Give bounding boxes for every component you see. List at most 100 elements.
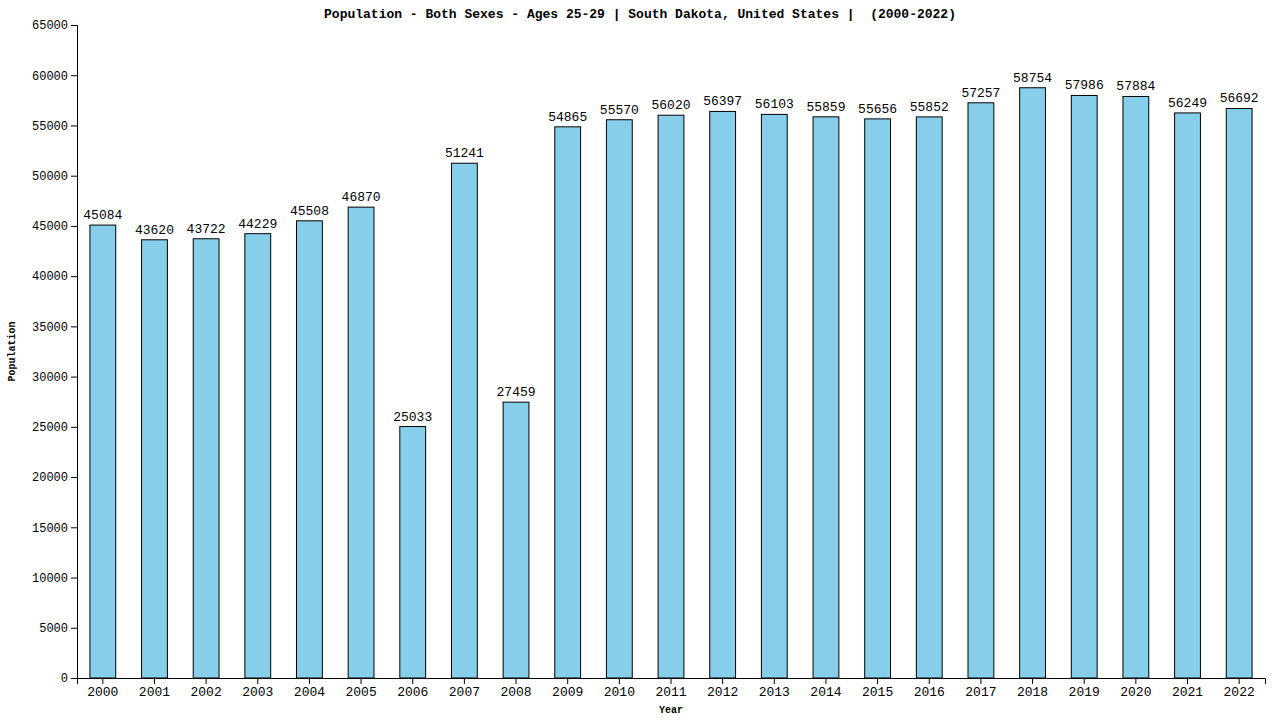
y-tick-mark bbox=[71, 377, 77, 378]
x-tick-label: 2002 bbox=[191, 685, 222, 700]
x-tick-label: 2009 bbox=[552, 685, 583, 700]
data-label: 57884 bbox=[1116, 79, 1155, 94]
bar bbox=[606, 120, 632, 678]
data-label: 43620 bbox=[135, 223, 174, 238]
data-label: 58754 bbox=[1013, 71, 1052, 86]
x-tick: 2022 bbox=[1224, 678, 1255, 700]
y-tick-label: 40000 bbox=[32, 270, 68, 284]
x-tick-label: 2000 bbox=[87, 685, 118, 700]
x-tick: 2002 bbox=[191, 678, 222, 700]
x-tick: 2014 bbox=[810, 678, 841, 700]
x-tick-mark bbox=[877, 678, 878, 684]
data-label: 45084 bbox=[83, 208, 122, 223]
x-tick-label: 2004 bbox=[294, 685, 325, 700]
y-tick: 0 bbox=[61, 672, 77, 686]
x-tick-mark bbox=[1084, 678, 1085, 684]
bar bbox=[503, 402, 529, 678]
x-tick: 2016 bbox=[914, 678, 945, 700]
x-tick-label: 2001 bbox=[139, 685, 170, 700]
y-tick-label: 15000 bbox=[32, 522, 68, 536]
y-tick-mark bbox=[71, 628, 77, 629]
bars bbox=[90, 88, 1252, 678]
x-tick: 2006 bbox=[397, 678, 428, 700]
x-tick-label: 2010 bbox=[604, 685, 635, 700]
x-tick-mark bbox=[206, 678, 207, 684]
x-tick-label: 2007 bbox=[449, 685, 480, 700]
x-axis-title: Year bbox=[659, 705, 683, 716]
x-tick-mark bbox=[464, 678, 465, 684]
x-tick: 2005 bbox=[345, 678, 376, 700]
bar bbox=[297, 221, 323, 678]
y-tick-label: 65000 bbox=[32, 19, 68, 33]
x-tick-label: 2022 bbox=[1224, 685, 1255, 700]
data-label: 55852 bbox=[910, 100, 949, 115]
x-tick-label: 2019 bbox=[1069, 685, 1100, 700]
bar bbox=[968, 103, 994, 678]
data-label: 56249 bbox=[1168, 96, 1207, 111]
x-tick: 2013 bbox=[759, 678, 790, 700]
x-tick-mark bbox=[722, 678, 723, 684]
y-tick: 40000 bbox=[32, 270, 77, 284]
y-tick-mark bbox=[71, 678, 77, 679]
x-tick-mark bbox=[825, 678, 826, 684]
bar bbox=[400, 427, 426, 678]
bar bbox=[1071, 95, 1097, 678]
data-label: 56692 bbox=[1220, 91, 1259, 106]
x-tick: 2011 bbox=[655, 678, 686, 700]
x-tick-label: 2011 bbox=[655, 685, 686, 700]
y-tick-mark bbox=[71, 25, 77, 26]
x-tick-label: 2017 bbox=[965, 685, 996, 700]
x-tick: 2018 bbox=[1017, 678, 1048, 700]
y-axis: 0500010000150002000025000300003500040000… bbox=[32, 19, 78, 686]
y-tick-label: 60000 bbox=[32, 70, 68, 84]
data-label: 51241 bbox=[445, 146, 484, 161]
bar bbox=[1226, 108, 1252, 678]
y-tick: 55000 bbox=[32, 120, 77, 134]
y-axis-line bbox=[71, 26, 78, 679]
data-label: 57257 bbox=[961, 86, 1000, 101]
x-tick-label: 2014 bbox=[810, 685, 841, 700]
x-tick: 2003 bbox=[242, 678, 273, 700]
bar bbox=[555, 127, 581, 678]
bar bbox=[916, 117, 942, 678]
x-tick-label: 2020 bbox=[1120, 685, 1151, 700]
data-label: 56397 bbox=[703, 94, 742, 109]
x-tick: 2012 bbox=[707, 678, 738, 700]
data-label: 55656 bbox=[858, 102, 897, 117]
y-tick-label: 20000 bbox=[32, 471, 68, 485]
data-label: 43722 bbox=[187, 222, 226, 237]
data-label: 25033 bbox=[393, 410, 432, 425]
chart: 4508443620437224422945508468702503351241… bbox=[0, 0, 1280, 720]
bar bbox=[451, 163, 477, 678]
data-label: 27459 bbox=[497, 385, 536, 400]
x-tick-mark bbox=[1187, 678, 1188, 684]
x-tick: 2021 bbox=[1172, 678, 1203, 700]
bar bbox=[348, 207, 374, 678]
data-label: 56103 bbox=[755, 97, 794, 112]
y-tick-mark bbox=[71, 427, 77, 428]
x-tick: 2000 bbox=[87, 678, 118, 700]
bar bbox=[245, 234, 271, 678]
x-tick-mark bbox=[1239, 678, 1240, 684]
x-tick-label: 2021 bbox=[1172, 685, 1203, 700]
y-tick: 20000 bbox=[32, 471, 77, 485]
x-tick-label: 2006 bbox=[397, 685, 428, 700]
x-tick-mark bbox=[309, 678, 310, 684]
y-tick-label: 55000 bbox=[32, 120, 68, 134]
y-tick-label: 35000 bbox=[32, 321, 68, 335]
bar bbox=[1020, 88, 1046, 678]
y-axis-title: Population bbox=[7, 321, 18, 381]
y-tick-mark bbox=[71, 326, 77, 327]
x-tick-label: 2003 bbox=[242, 685, 273, 700]
x-tick-mark bbox=[154, 678, 155, 684]
y-tick: 60000 bbox=[32, 70, 77, 84]
x-tick-mark bbox=[671, 678, 672, 684]
x-tick: 2004 bbox=[294, 678, 325, 700]
data-label: 55859 bbox=[806, 100, 845, 115]
x-tick-label: 2015 bbox=[862, 685, 893, 700]
x-tick: 2015 bbox=[862, 678, 893, 700]
bar bbox=[193, 239, 219, 678]
data-label: 55570 bbox=[600, 103, 639, 118]
title: Population - Both Sexes - Ages 25-29 | S… bbox=[324, 7, 956, 22]
bar bbox=[90, 225, 116, 678]
